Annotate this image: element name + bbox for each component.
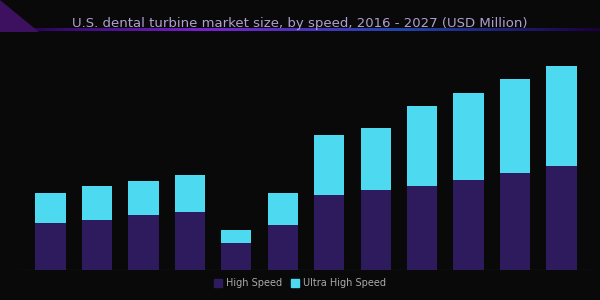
Bar bbox=[128, 215, 158, 270]
Bar bbox=[407, 186, 437, 270]
Bar bbox=[454, 93, 484, 180]
Legend: High Speed, Ultra High Speed: High Speed, Ultra High Speed bbox=[210, 274, 390, 292]
Bar bbox=[82, 220, 112, 270]
Bar bbox=[128, 182, 158, 215]
Bar bbox=[221, 230, 251, 243]
Bar bbox=[500, 173, 530, 270]
Polygon shape bbox=[0, 0, 39, 32]
Bar bbox=[547, 66, 577, 167]
Bar bbox=[175, 175, 205, 212]
Text: U.S. dental turbine market size, by speed, 2016 - 2027 (USD Million): U.S. dental turbine market size, by spee… bbox=[72, 16, 528, 29]
Bar bbox=[454, 180, 484, 270]
Bar bbox=[314, 135, 344, 195]
Bar bbox=[268, 225, 298, 270]
Bar bbox=[268, 193, 298, 225]
Bar bbox=[407, 106, 437, 186]
Bar bbox=[221, 243, 251, 270]
Bar bbox=[35, 223, 65, 270]
Bar bbox=[82, 186, 112, 220]
Bar bbox=[175, 212, 205, 270]
Bar bbox=[547, 167, 577, 270]
Bar bbox=[35, 193, 65, 223]
Bar bbox=[314, 195, 344, 270]
Bar bbox=[361, 128, 391, 190]
Bar bbox=[361, 190, 391, 270]
Bar bbox=[500, 80, 530, 173]
